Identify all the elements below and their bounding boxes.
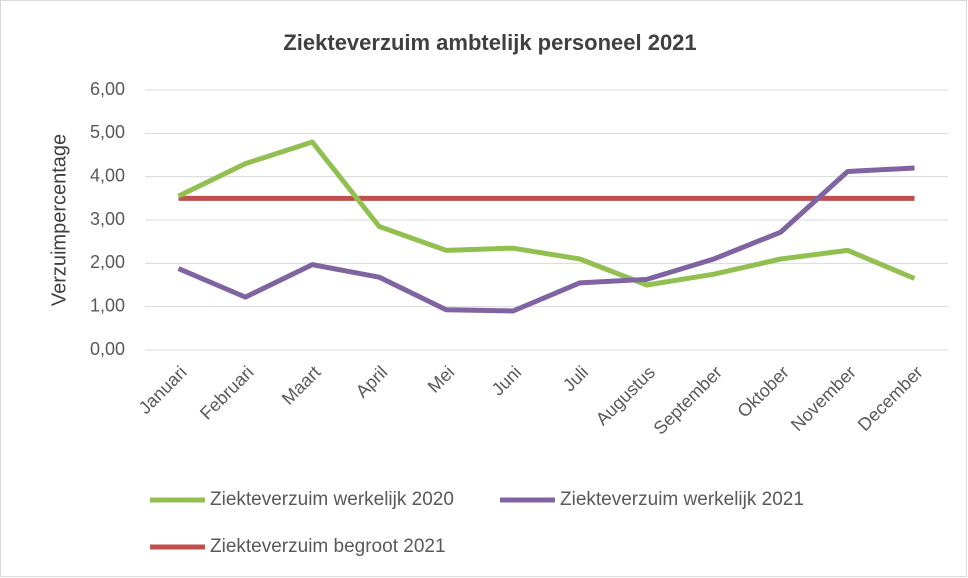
y-tick-label: 0,00 bbox=[90, 339, 125, 359]
series-line bbox=[177, 165, 915, 314]
y-tick-label: 5,00 bbox=[90, 122, 125, 142]
y-tick-label: 1,00 bbox=[90, 295, 125, 315]
y-axis-label: Verzuimpercentage bbox=[48, 134, 70, 306]
series-line bbox=[177, 139, 916, 288]
y-tick-label: 6,00 bbox=[90, 79, 125, 99]
legend-label: Ziekteverzuim begroot 2021 bbox=[210, 536, 446, 557]
chart-title: Ziekteverzuim ambtelijk personeel 2021 bbox=[283, 30, 696, 55]
legend-label: Ziekteverzuim werkelijk 2021 bbox=[560, 489, 804, 510]
y-tick-label: 2,00 bbox=[90, 252, 125, 272]
legend-label: Ziekteverzuim werkelijk 2020 bbox=[210, 489, 454, 510]
y-tick-label: 4,00 bbox=[90, 165, 125, 185]
y-tick-label: 3,00 bbox=[90, 209, 125, 229]
